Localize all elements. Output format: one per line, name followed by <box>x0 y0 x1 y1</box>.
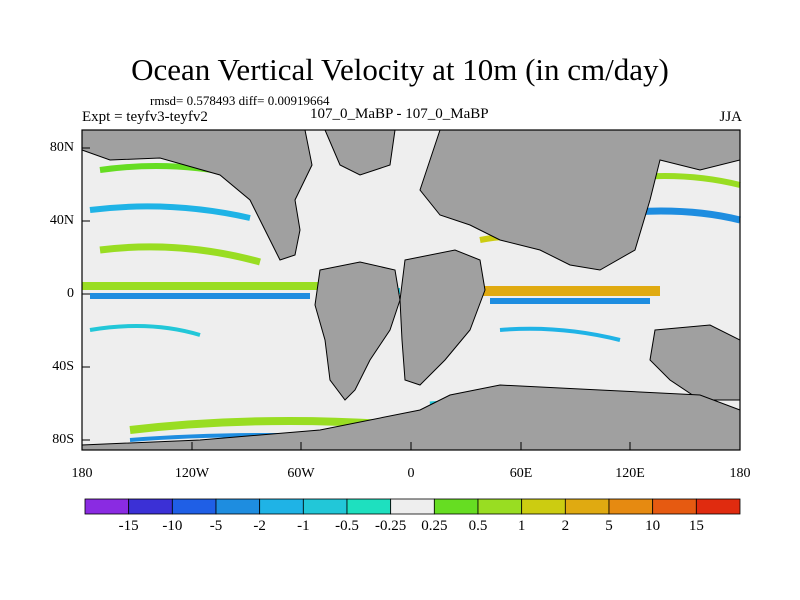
colorbar-swatch <box>390 498 435 515</box>
colorbar-swatch <box>215 498 261 515</box>
streak <box>89 324 201 337</box>
lat-tick-40s: 40S <box>52 359 74 374</box>
lat-tick-40n: 40N <box>49 213 74 228</box>
colorbar-label: 0.25 <box>421 518 448 534</box>
land-masses <box>81 129 741 451</box>
colorbar-swatch <box>128 498 173 515</box>
lat-tick-0: 0 <box>67 286 74 301</box>
streak <box>99 243 261 266</box>
colorbar-swatch <box>521 498 566 515</box>
equatorial-band <box>480 286 660 296</box>
season-label: JJA <box>719 109 742 125</box>
colorbar-label: 10 <box>645 518 661 534</box>
experiment-label: Expt = teyfv3-teyfv2 <box>82 109 208 125</box>
lon-tick-60e: 60E <box>509 466 533 481</box>
colorbar-swatch <box>695 498 741 515</box>
lon-tick-120e: 120E <box>615 466 645 481</box>
colorbar-label: 15 <box>688 518 704 534</box>
colorbar-label: 0.5 <box>468 518 488 534</box>
colorbar <box>84 498 741 515</box>
colorbar-label: -2 <box>253 518 266 534</box>
colorbar-swatch <box>171 498 217 515</box>
equatorial-band <box>90 293 310 299</box>
colorbar-label: -0.5 <box>335 518 359 534</box>
colorbar-label: -0.25 <box>375 518 407 534</box>
streak <box>89 203 251 221</box>
map-title: Ocean Vertical Velocity at 10m (in cm/da… <box>131 52 669 87</box>
lon-tick-60w: 60W <box>287 466 315 481</box>
lat-tick-80n: 80N <box>49 140 74 155</box>
australia <box>649 324 741 401</box>
colorbar-label: -10 <box>162 518 183 534</box>
colorbar-swatch <box>302 498 348 515</box>
colorbar-swatch <box>477 498 523 515</box>
colorbar-label: -5 <box>209 518 223 534</box>
colorbar-swatch <box>84 498 130 515</box>
colorbar-swatch <box>564 498 610 515</box>
colorbar-swatch <box>259 498 304 515</box>
colorbar-label: -1 <box>297 518 310 534</box>
eurasia <box>419 129 741 271</box>
south-america <box>314 261 401 401</box>
lon-tick-120w: 120W <box>174 466 210 481</box>
colorbar-swatch <box>346 498 392 515</box>
colorbar-swatch <box>652 498 697 515</box>
colorbar-swatch <box>433 498 479 515</box>
center-label: 107_0_MaBP - 107_0_MaBP <box>310 106 489 122</box>
rmsd-diff-stats: rmsd= 0.578493 diff= 0.00919664 <box>150 93 330 108</box>
colorbar-label: 2 <box>561 518 570 534</box>
axis-ticks <box>82 147 631 450</box>
equatorial-band <box>490 298 650 304</box>
lon-tick-180e: 180 <box>729 466 751 481</box>
lon-tick-180w: 180 <box>71 466 93 481</box>
colorbar-swatch <box>608 498 654 515</box>
colorbar-label: 1 <box>517 518 526 534</box>
equatorial-band <box>82 282 322 290</box>
colorbar-label: -15 <box>118 518 139 534</box>
lat-tick-80s: 80S <box>52 432 74 447</box>
colorbar-label: 5 <box>605 518 613 534</box>
north-america <box>81 129 313 261</box>
africa <box>399 249 486 386</box>
streak <box>499 326 621 342</box>
lon-tick-0: 0 <box>407 466 415 481</box>
